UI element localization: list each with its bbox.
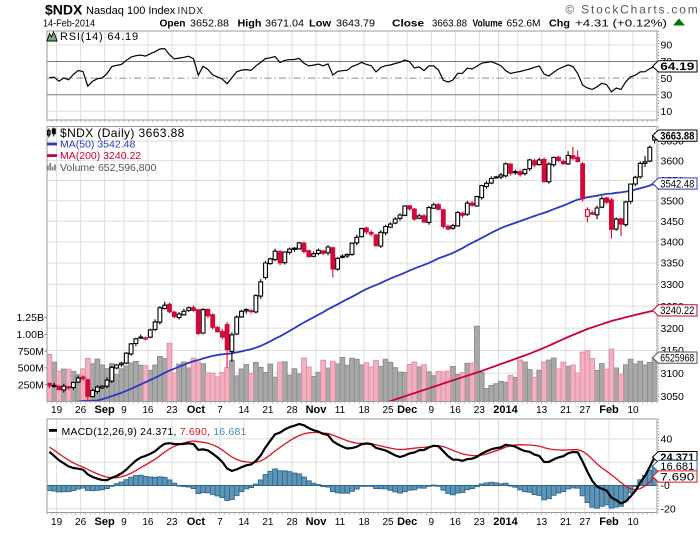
svg-text:INDX: INDX: [178, 6, 204, 17]
svg-text:250M: 250M: [18, 379, 44, 391]
svg-text:16.681: 16.681: [660, 461, 694, 473]
svg-text:3350: 3350: [661, 258, 685, 270]
svg-text:1.00B: 1.00B: [17, 329, 44, 341]
svg-text:64.19: 64.19: [660, 61, 694, 73]
svg-text:$NDX (Daily) 3663.88: $NDX (Daily) 3663.88: [60, 126, 185, 140]
svg-text:500M: 500M: [18, 363, 44, 375]
svg-text:30: 30: [661, 89, 673, 101]
svg-text:3100: 3100: [661, 368, 685, 380]
svg-text:1.25B: 1.25B: [17, 312, 44, 324]
svg-text:Nasdaq 100 Index: Nasdaq 100 Index: [86, 5, 176, 17]
svg-text:3450: 3450: [661, 216, 685, 228]
svg-text:3200: 3200: [661, 323, 685, 335]
svg-text:3300: 3300: [661, 279, 685, 291]
svg-text:750M: 750M: [18, 346, 44, 358]
svg-text:3050: 3050: [661, 391, 685, 403]
svg-text:7.690: 7.690: [660, 471, 694, 483]
svg-text:Volume 652,596,800: Volume 652,596,800: [60, 162, 156, 174]
svg-text:3500: 3500: [661, 195, 685, 207]
svg-text:MA(50) 3542.48: MA(50) 3542.48: [60, 139, 135, 151]
svg-text:3240.22: 3240.22: [660, 305, 694, 317]
svg-text:6525968: 6525968: [660, 352, 694, 364]
svg-text:10: 10: [661, 106, 673, 118]
svg-text:90: 90: [661, 40, 673, 52]
svg-text:© StockCharts.com: © StockCharts.com: [565, 3, 699, 17]
svg-text:-20: -20: [661, 504, 676, 516]
svg-text:MA(200) 3240.22: MA(200) 3240.22: [60, 150, 141, 162]
svg-text:MACD(12,26,9) 24.371, 7.690, 1: MACD(12,26,9) 24.371, 7.690, 16.681: [62, 426, 247, 438]
svg-text:3663.88: 3663.88: [660, 130, 694, 142]
svg-text:3600: 3600: [661, 155, 685, 167]
svg-text:50: 50: [661, 73, 673, 85]
svg-text:40: 40: [661, 434, 673, 446]
svg-text:-0: -0: [661, 480, 670, 492]
svg-text:3400: 3400: [661, 237, 685, 249]
svg-text:3542.48: 3542.48: [660, 178, 694, 190]
svg-text:$NDX: $NDX: [45, 2, 83, 18]
svg-text:RSI(14) 64.19: RSI(14) 64.19: [60, 31, 139, 43]
